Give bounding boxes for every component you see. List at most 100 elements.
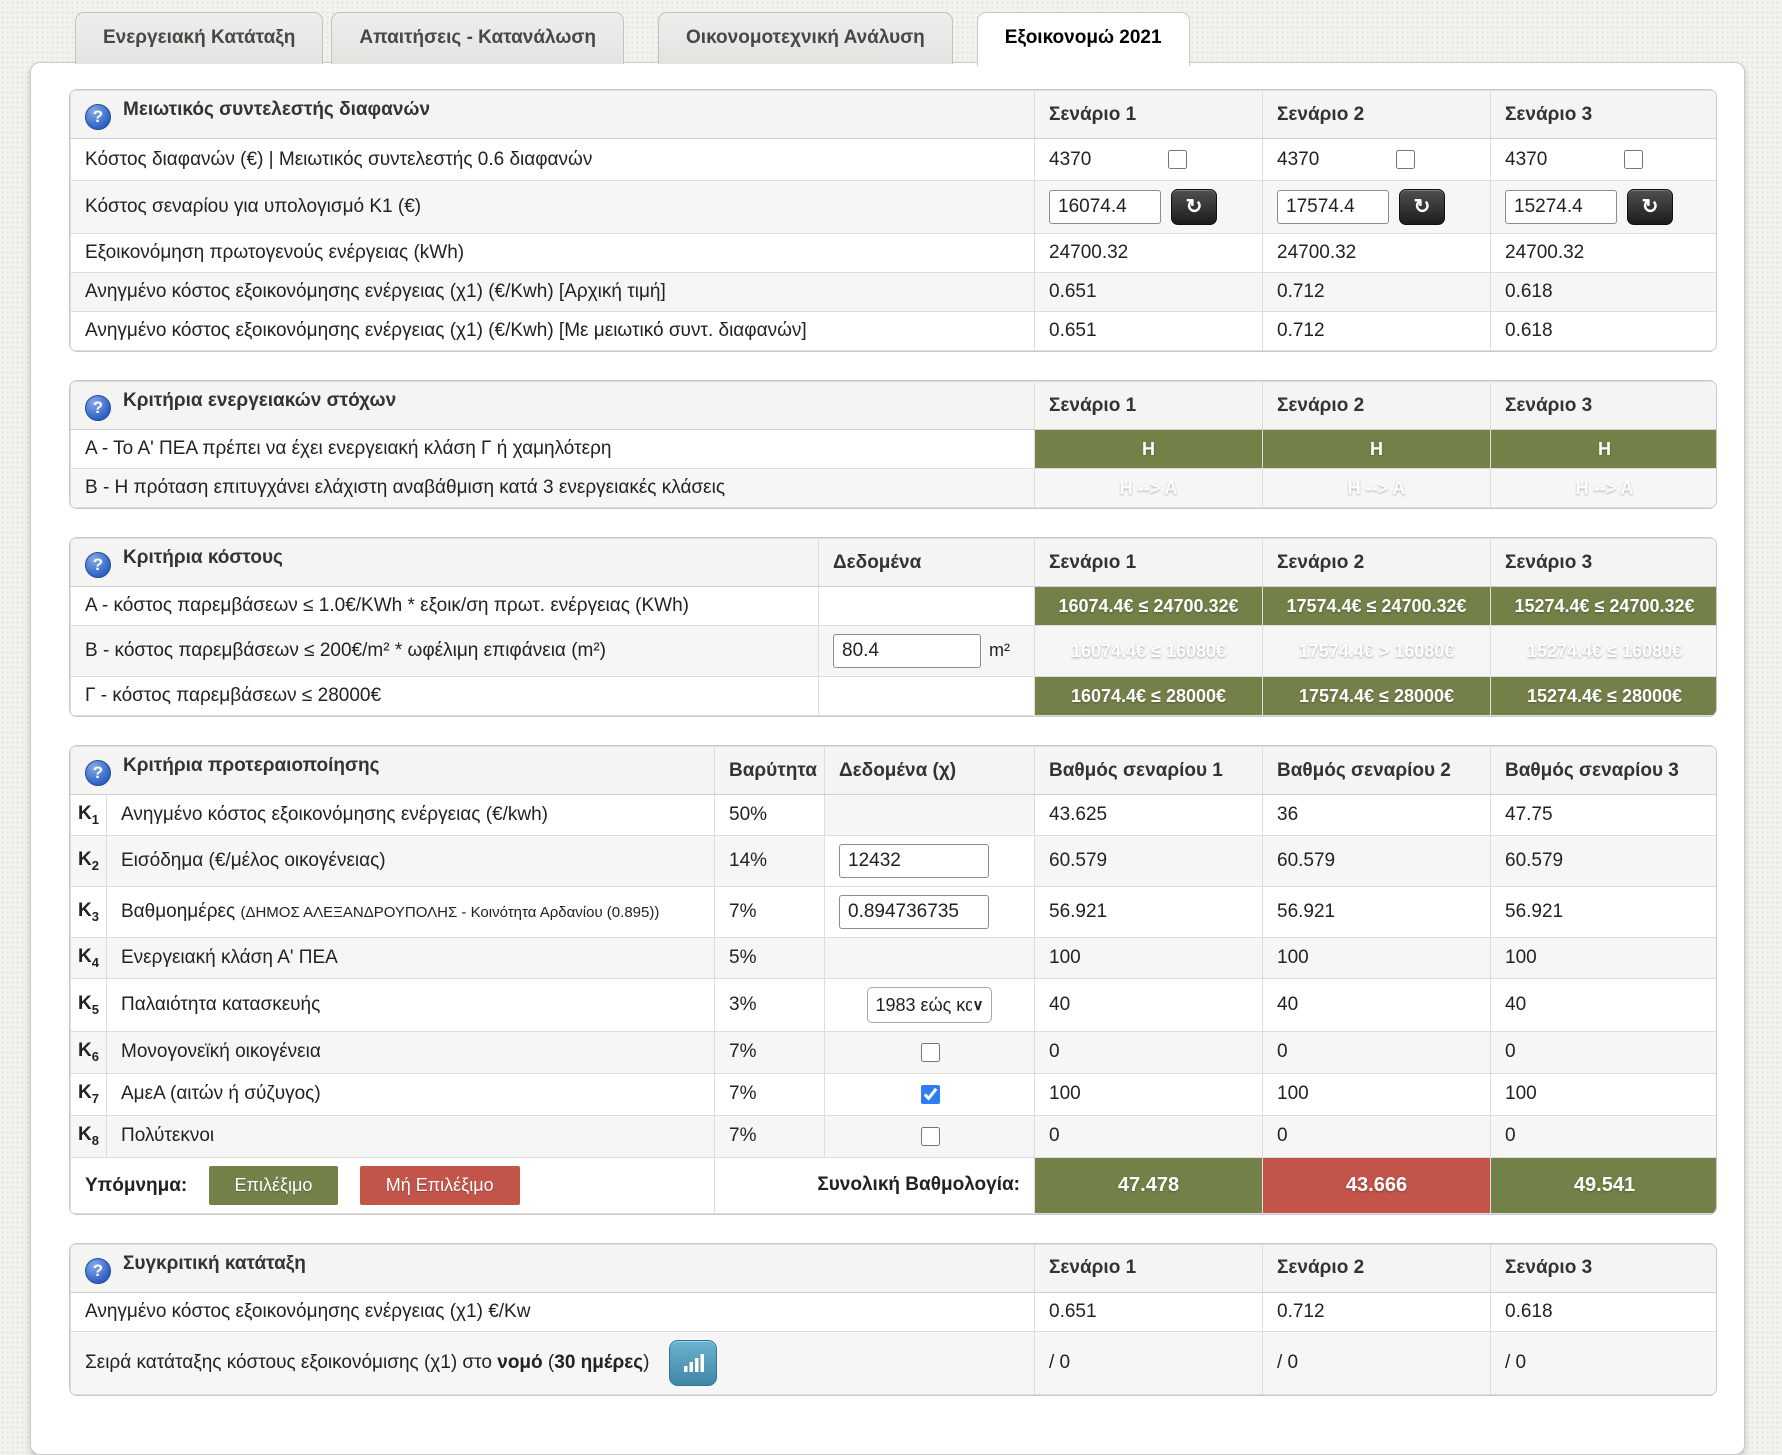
- refresh-icon: ↻: [1641, 196, 1659, 218]
- criterion-k8-row: Κ8 Πολύτεκνοι 7% 0 0 0: [70, 1114, 1716, 1158]
- ranking-row: Σειρά κατάταξης κόστους εξοικονόμισης (χ…: [70, 1330, 1716, 1395]
- status-cell: Η: [1034, 429, 1263, 469]
- score-s3: 47.75: [1490, 794, 1716, 836]
- cost-reduced-row: Ανηγμένο κόστος εξοικονόμησης ενέργειας …: [70, 311, 1716, 351]
- help-icon[interactable]: ?: [85, 395, 111, 421]
- scenario-1-header: Σενάριο 1: [1034, 90, 1263, 139]
- criterion-k7-row: Κ7 ΑμεΑ (αιτών ή σύζυγος) 7% 100 100 100: [70, 1072, 1716, 1116]
- section-title: Κριτήρια προτεραιοποίησης: [123, 755, 380, 776]
- cost-initial-row: Ανηγμένο κόστος εξοικονόμησης ενέργειας …: [70, 272, 1716, 312]
- score-s1: 40: [1034, 977, 1263, 1032]
- criterion-k5-row: Κ5 Παλαιότητα κατασκευής 3% 1983 εώς και…: [70, 977, 1716, 1032]
- disability-checkbox[interactable]: [920, 1084, 940, 1104]
- refresh-button-s3[interactable]: ↻: [1627, 189, 1673, 225]
- row-label: Πολύτεκνοι: [106, 1114, 715, 1158]
- construction-age-select[interactable]: 1983 εώς και: [875, 994, 972, 1015]
- status-cell: 16074.4€ ≤ 24700.32€: [1034, 586, 1263, 626]
- scenario-cost-input-s3[interactable]: [1505, 190, 1617, 225]
- degree-days-input[interactable]: [839, 894, 989, 929]
- data-x-header: Δεδομένα (χ): [824, 746, 1035, 795]
- cost-criterion-c-row: Γ - κόστος παρεμβάσεων ≤ 28000€ 16074.4€…: [70, 676, 1716, 716]
- tab-exoikonomo-2021[interactable]: Εξοικονομώ 2021: [976, 12, 1190, 66]
- score-s1: 43.625: [1034, 794, 1263, 836]
- weight-header: Βαρύτητα: [714, 746, 825, 795]
- status-cell: Η --> Α: [1262, 468, 1491, 508]
- criterion-k3-row: Κ3 Βαθμοημέρες (ΔΗΜΟΣ ΑΛΕΞΑΝΔΡΟΥΠΟΛΗΣ - …: [70, 885, 1716, 938]
- scenario-2-header: Σενάριο 2: [1262, 1243, 1491, 1293]
- help-icon[interactable]: ?: [85, 760, 111, 786]
- scenario-cost-input-s1[interactable]: [1049, 190, 1161, 225]
- refresh-button-s1[interactable]: ↻: [1171, 189, 1217, 225]
- tab-requirements-consumption[interactable]: Απαιτήσεις - Κατανάλωση: [331, 12, 625, 64]
- total-score-s2: 43.666: [1262, 1156, 1491, 1214]
- scenario-1-header: Σενάριο 1: [1034, 1243, 1263, 1293]
- degree-days-note: (ΔΗΜΟΣ ΑΛΕΞΑΝΔΡΟΥΠΟΛΗΣ - Κοινότητα Αρδαν…: [240, 903, 660, 921]
- scenario-cost-input-s2[interactable]: [1277, 190, 1389, 225]
- comparative-ranking-table: ? Συγκριτική κατάταξη Σενάριο 1 Σενάριο 2…: [69, 1242, 1717, 1396]
- data-header: Δεδομένα: [818, 538, 1035, 587]
- score-s2: 36: [1262, 794, 1491, 836]
- cost-reduced-s3: 0.618: [1490, 311, 1716, 351]
- section-title-cell: ? Κριτήρια ενεργειακών στόχων: [70, 381, 1035, 430]
- table-header-row: ? Κριτήρια κόστους Δεδομένα Σενάριο 1 Σεν…: [70, 538, 1716, 587]
- energy-savings-s1: 24700.32: [1034, 233, 1263, 273]
- status-cell: 15274.4€ ≤ 24700.32€: [1490, 586, 1716, 626]
- tab-technoeconomic-analysis[interactable]: Οικονομοτεχνική Ανάλυση: [658, 12, 953, 64]
- glazing-factor-checkbox-s2[interactable]: [1396, 150, 1415, 169]
- glazing-factor-checkbox-s3[interactable]: [1624, 150, 1643, 169]
- scenario-3-header: Σενάριο 3: [1490, 1243, 1716, 1293]
- cost-initial-s3: 0.618: [1490, 272, 1716, 312]
- score-s2: 100: [1262, 1072, 1491, 1116]
- status-cell: 15274.4€ ≤ 16080€: [1490, 625, 1716, 677]
- usable-area-input[interactable]: [833, 634, 981, 668]
- status-cell: 17574.4€ > 16080€: [1262, 625, 1491, 677]
- data-cell-empty: [824, 794, 1035, 836]
- not-eligible-legend-badge: Μή Επιλέξιμο: [359, 1165, 520, 1205]
- table-header-row: ? Κριτήρια ενεργειακών στόχων Σενάριο 1 Σ…: [70, 381, 1716, 430]
- status-cell: 17574.4€ ≤ 24700.32€: [1262, 586, 1491, 626]
- comparative-cost-s3: 0.618: [1490, 1291, 1716, 1332]
- help-icon[interactable]: ?: [85, 552, 111, 578]
- data-cell-empty: [818, 676, 1035, 716]
- cost-initial-s1: 0.651: [1034, 272, 1263, 312]
- row-label: Εισόδημα (€/μέλος οικογένειας): [106, 834, 715, 887]
- help-icon[interactable]: ?: [85, 104, 111, 130]
- section-title: Κριτήρια κόστους: [123, 547, 283, 568]
- criterion-k1-row: Κ1 Ανηγμένο κόστος εξοικονόμησης ενέργει…: [70, 794, 1716, 836]
- weight-value: 3%: [714, 977, 825, 1032]
- score-s2: 100: [1262, 936, 1491, 979]
- row-label: Α - κόστος παρεμβάσεων ≤ 1.0€/KWh * εξοι…: [70, 586, 819, 626]
- comparative-cost-row: Ανηγμένο κόστος εξοικονόμησης ενέργειας …: [70, 1291, 1716, 1332]
- energy-savings-row: Εξοικονόμηση πρωτογενούς ενέργειας (kWh)…: [70, 233, 1716, 273]
- main-panel: ? Μειωτικός συντελεστής διαφανών Σενάριο …: [30, 62, 1745, 1455]
- help-icon[interactable]: ?: [85, 1257, 111, 1284]
- weight-value: 7%: [714, 1114, 825, 1158]
- row-label: Κόστος διαφανών (€) | Μειωτικός συντελεσ…: [70, 138, 1035, 181]
- score-s3: 0: [1490, 1114, 1716, 1158]
- weight-value: 7%: [714, 885, 825, 938]
- score-s1: 0: [1034, 1114, 1263, 1158]
- weight-value: 7%: [714, 1072, 825, 1116]
- large-family-checkbox[interactable]: [920, 1126, 940, 1146]
- tab-energy-ranking[interactable]: Ενεργειακή Κατάταξη: [75, 12, 324, 64]
- legend-total-row: Υπόμνημα: Επιλέξιμο Μή Επιλέξιμο Συνολικ…: [70, 1156, 1716, 1214]
- section-title: Συγκριτική κατάταξη: [123, 1252, 306, 1274]
- ranking-chart-button[interactable]: [668, 1339, 717, 1386]
- row-label: Β - Η πρόταση επιτυγχάνει ελάχιστη αναβά…: [70, 468, 1035, 508]
- total-score-label: Συνολική Βαθμολογία:: [714, 1156, 1035, 1214]
- eligible-legend-badge: Επιλέξιμο: [208, 1165, 339, 1205]
- row-label: Κόστος σεναρίου για υπολογισμό Κ1 (€): [70, 180, 1035, 234]
- scenario-3-header: Σενάριο 3: [1490, 90, 1716, 139]
- construction-age-select-wrap: 1983 εώς και ∨: [866, 986, 993, 1023]
- rank-s2: / 0: [1262, 1330, 1491, 1395]
- criterion-a-row: Α - Το Α' ΠΕΑ πρέπει να έχει ενεργειακή …: [70, 429, 1716, 469]
- status-cell: Η --> Α: [1034, 468, 1263, 508]
- income-input[interactable]: [839, 843, 989, 878]
- status-cell: Η --> Α: [1490, 468, 1716, 508]
- glazing-factor-checkbox-s1[interactable]: [1168, 150, 1187, 169]
- single-parent-checkbox[interactable]: [920, 1042, 940, 1062]
- refresh-button-s2[interactable]: ↻: [1399, 189, 1445, 225]
- score-s3: 56.921: [1490, 885, 1716, 938]
- score-2-header: Βαθμός σεναρίου 2: [1262, 746, 1491, 795]
- glazing-cost-row: Κόστος διαφανών (€) | Μειωτικός συντελεσ…: [70, 138, 1716, 181]
